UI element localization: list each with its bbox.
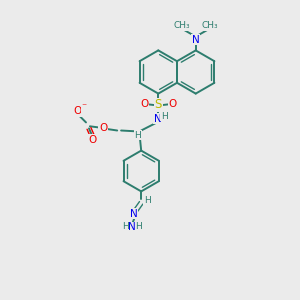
Text: O: O <box>99 123 107 133</box>
Text: H: H <box>161 112 168 121</box>
Text: ⁻: ⁻ <box>81 102 86 112</box>
Text: CH₃: CH₃ <box>173 21 190 30</box>
Text: N: N <box>130 208 138 219</box>
Text: CH₃: CH₃ <box>202 21 218 30</box>
Text: S: S <box>154 98 162 112</box>
Text: N: N <box>154 114 162 124</box>
Text: H: H <box>135 222 142 231</box>
Text: H: H <box>144 196 151 205</box>
Text: O: O <box>168 99 176 110</box>
Text: O: O <box>74 106 82 116</box>
Text: O: O <box>140 99 148 110</box>
Text: N: N <box>128 222 136 232</box>
Text: O: O <box>88 135 97 145</box>
Text: H: H <box>134 130 141 140</box>
Text: H: H <box>122 222 129 231</box>
Text: N: N <box>192 34 200 45</box>
